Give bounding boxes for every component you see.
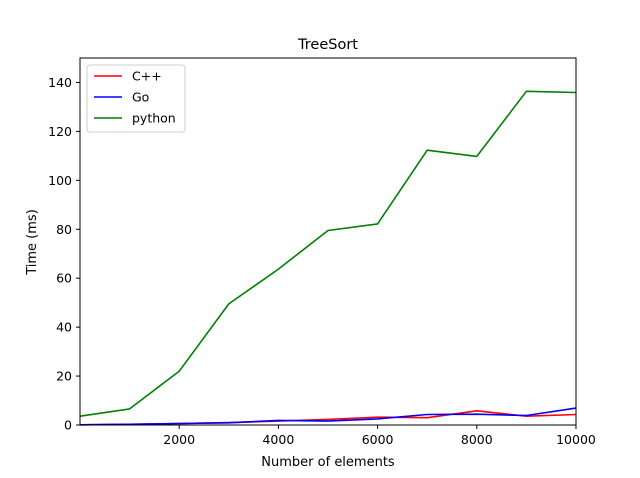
y-tick-label: 100 xyxy=(48,173,72,188)
legend-label: Go xyxy=(132,90,149,105)
x-tick-label: 4000 xyxy=(262,432,294,447)
y-tick-label: 80 xyxy=(56,222,72,237)
y-tick-label: 20 xyxy=(56,369,72,384)
x-tick-label: 6000 xyxy=(362,432,394,447)
x-axis-label: Number of elements xyxy=(261,455,395,470)
y-tick-label: 40 xyxy=(56,320,72,335)
legend-label: python xyxy=(132,111,176,126)
x-axis-ticks: 2000 4000 6000 8000 10000 xyxy=(163,425,596,447)
series-line-2 xyxy=(79,90,577,417)
plot-area xyxy=(79,57,577,426)
legend-box xyxy=(86,64,186,133)
x-tick-label: 8000 xyxy=(461,432,493,447)
x-tick-label: 2000 xyxy=(163,432,195,447)
legend: C++ Go python xyxy=(86,64,186,133)
y-tick-label: 120 xyxy=(48,124,72,139)
legend-label: C++ xyxy=(132,69,162,84)
chart-title: TreeSort xyxy=(297,37,358,53)
y-axis-label: Time (ms) xyxy=(25,209,40,276)
y-tick-label: 140 xyxy=(48,75,72,90)
y-axis-ticks: 0 20 40 60 80 100 120 140 xyxy=(48,75,80,433)
y-tick-label: 60 xyxy=(56,271,72,286)
axes-frame xyxy=(79,57,577,426)
series-line-1 xyxy=(79,407,577,426)
y-tick-label: 0 xyxy=(64,418,72,433)
x-tick-label: 10000 xyxy=(556,432,596,447)
series-lines xyxy=(79,90,577,426)
